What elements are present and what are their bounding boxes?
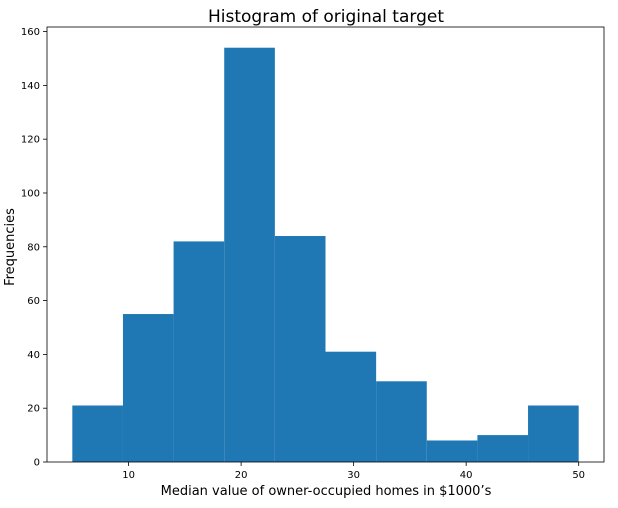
histogram-bar xyxy=(173,241,225,462)
y-tick-label: 40 xyxy=(27,350,40,361)
histogram-bar xyxy=(477,435,529,462)
histogram-bar xyxy=(274,236,326,462)
y-tick-label: 80 xyxy=(27,242,40,253)
chart-title: Histogram of original target xyxy=(208,7,444,27)
y-tick-label: 0 xyxy=(34,458,40,469)
histogram-bar xyxy=(224,47,275,462)
x-tick-label: 50 xyxy=(572,470,585,481)
y-tick-label: 160 xyxy=(21,27,40,38)
y-axis-label: Frequencies xyxy=(3,208,18,286)
histogram-bar xyxy=(376,381,427,462)
x-tick-label: 40 xyxy=(460,470,473,481)
y-tick-label: 60 xyxy=(27,296,40,307)
histogram-bar xyxy=(528,405,579,462)
x-axis-ticks: 10 20 30 40 50 xyxy=(122,462,585,481)
histogram-bar xyxy=(325,351,377,462)
y-axis-ticks: 0 20 40 60 80 100 120 140 160 xyxy=(21,27,47,469)
y-tick-label: 100 xyxy=(21,188,40,199)
histogram-bar xyxy=(122,314,174,462)
y-tick-label: 20 xyxy=(27,404,40,415)
plot-frame xyxy=(46,26,605,463)
y-tick-label: 140 xyxy=(21,81,40,92)
x-axis-label: Median value of owner-occupied homes in … xyxy=(161,484,492,499)
bars-group xyxy=(72,47,579,462)
x-tick-label: 10 xyxy=(122,470,135,481)
x-tick-label: 20 xyxy=(235,470,248,481)
histogram-bar xyxy=(72,405,123,462)
y-tick-label: 120 xyxy=(21,135,40,146)
x-tick-label: 30 xyxy=(347,470,360,481)
histogram-bar xyxy=(426,440,478,462)
